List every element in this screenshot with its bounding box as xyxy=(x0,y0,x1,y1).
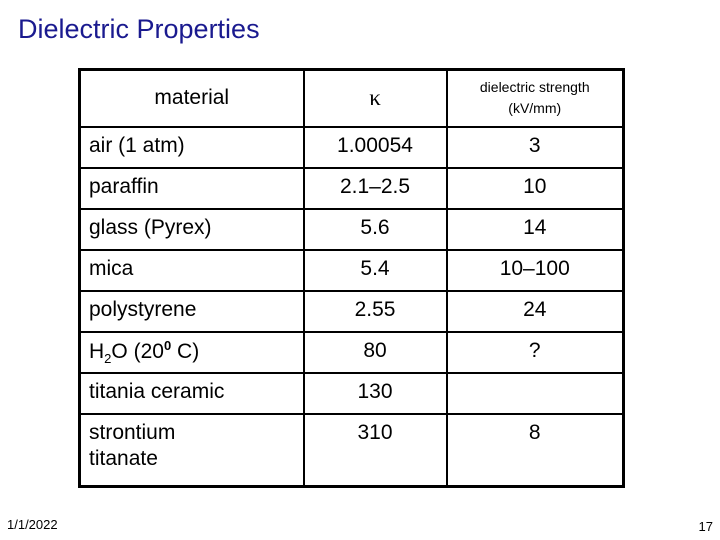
table-row: paraffin 2.1–2.5 10 xyxy=(78,166,625,210)
kappa-cell: 80 xyxy=(302,330,448,374)
strength-cell: 3 xyxy=(445,125,625,169)
kappa-cell: 2.55 xyxy=(302,289,448,333)
column-header-dielectric-strength: dielectric strength (kV/mm) xyxy=(445,68,625,128)
table-row: polystyrene 2.55 24 xyxy=(78,289,625,333)
footer-date: 1/1/2022 xyxy=(7,517,58,532)
material-cell: H2O (200 C) xyxy=(78,330,305,374)
table-row: H2O (200 C) 80 ? xyxy=(78,330,625,374)
strength-cell: 10–100 xyxy=(445,248,625,292)
column-header-dielectric-strength-label: dielectric strength xyxy=(479,79,590,96)
strength-cell: 14 xyxy=(445,207,625,251)
strength-cell: 24 xyxy=(445,289,625,333)
strength-cell: 8 xyxy=(445,412,625,488)
kappa-cell: 130 xyxy=(302,371,448,415)
table-row: titania ceramic 130 xyxy=(78,371,625,415)
strength-cell: ? xyxy=(445,330,625,374)
material-cell: paraffin xyxy=(78,166,305,210)
kappa-cell: 5.6 xyxy=(302,207,448,251)
strength-cell xyxy=(445,371,625,415)
table-row: mica 5.4 10–100 xyxy=(78,248,625,292)
material-cell: glass (Pyrex) xyxy=(78,207,305,251)
column-header-kappa: κ xyxy=(302,68,448,128)
kappa-cell: 2.1–2.5 xyxy=(302,166,448,210)
material-cell: strontium titanate xyxy=(78,412,305,488)
strength-cell: 10 xyxy=(445,166,625,210)
column-header-material: material xyxy=(78,68,305,128)
material-cell: air (1 atm) xyxy=(78,125,305,169)
kappa-cell: 1.00054 xyxy=(302,125,448,169)
column-header-dielectric-strength-unit: (kV/mm) xyxy=(508,100,562,117)
page-title: Dielectric Properties xyxy=(18,14,260,44)
table-row: air (1 atm) 1.00054 3 xyxy=(78,125,625,169)
table-row: strontium titanate 310 8 xyxy=(78,412,625,488)
table-header-row: material κ dielectric strength (kV/mm) xyxy=(78,68,625,128)
material-cell: polystyrene xyxy=(78,289,305,333)
material-cell: mica xyxy=(78,248,305,292)
table-row: glass (Pyrex) 5.6 14 xyxy=(78,207,625,251)
kappa-cell: 5.4 xyxy=(302,248,448,292)
dielectric-properties-table: material κ dielectric strength (kV/mm) a… xyxy=(78,68,625,488)
material-cell: titania ceramic xyxy=(78,371,305,415)
kappa-cell: 310 xyxy=(302,412,448,488)
page-number: 17 xyxy=(698,519,713,534)
